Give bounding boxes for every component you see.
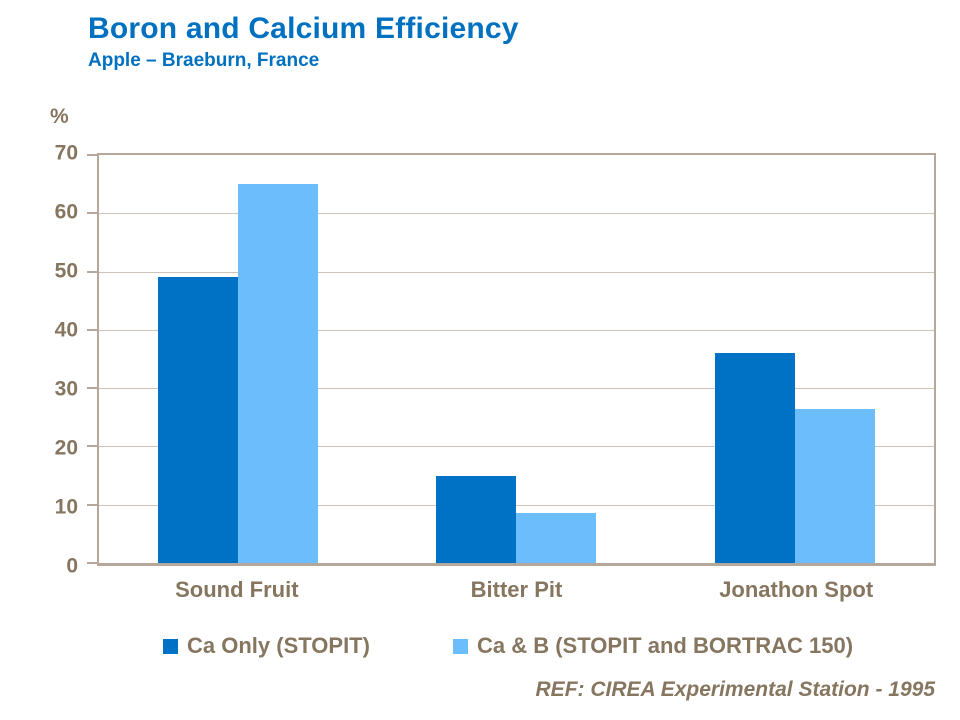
bar-ca-b-stopit-and-bortrac-150	[516, 513, 597, 563]
y-axis-tick-label: 10	[54, 495, 78, 519]
bar-ca-b-stopit-and-bortrac-150	[794, 408, 875, 563]
legend-label: Ca Only (STOPIT)	[187, 633, 370, 658]
gridline	[99, 213, 934, 215]
legend-item: Ca Only (STOPIT)	[163, 633, 370, 659]
legend-swatch-icon	[453, 638, 468, 654]
bar-ca-b-stopit-and-bortrac-150	[238, 184, 319, 563]
bar-ca-only-stopit	[714, 353, 795, 563]
y-axis-tick-label: 0	[66, 554, 78, 578]
plot-area	[87, 153, 936, 566]
chart-subtitle: Apple – Braeburn, France	[88, 50, 320, 71]
reference-note: REF: CIREA Experimental Station - 1995	[535, 678, 935, 701]
y-axis-tickmark	[87, 445, 99, 448]
bar-group-bitter-pit	[377, 155, 655, 563]
bar-group-sound-fruit	[99, 155, 377, 563]
y-axis-tick-label: 30	[54, 377, 78, 401]
y-axis-tick-label: 50	[54, 259, 78, 283]
legend-swatch-icon	[163, 638, 178, 654]
bar-group-jonathon-spot	[656, 155, 934, 563]
y-axis-tickmark	[87, 270, 99, 273]
y-axis-tickmark	[87, 503, 99, 506]
y-axis-tickmark	[87, 562, 99, 564]
gridline	[99, 504, 934, 506]
y-axis-tickmark	[87, 212, 99, 215]
y-axis-tick-label: 40	[54, 318, 78, 342]
bar-ca-only-stopit	[436, 475, 517, 563]
gridline	[99, 446, 934, 448]
y-axis-tickmark	[87, 387, 99, 390]
x-axis-category-label: Bitter Pit	[470, 577, 563, 602]
gridlines	[87, 154, 934, 564]
y-axis-tickmark	[87, 154, 99, 156]
x-axis: Sound Fruit Bitter Pit Jonathon Spot	[97, 577, 936, 603]
legend-item: Ca & B (STOPIT and BORTRAC 150)	[453, 633, 853, 659]
y-axis-tickmark	[87, 328, 99, 331]
bar-series-area	[99, 155, 934, 563]
chart-title: Boron and Calcium Efficiency	[88, 12, 519, 45]
bar-ca-only-stopit	[158, 277, 239, 563]
y-axis-tick-label: 60	[54, 200, 78, 224]
x-axis-category-label: Jonathon Spot	[719, 577, 874, 602]
gridline	[99, 271, 934, 273]
gridline	[99, 388, 934, 390]
x-axis-category-label: Sound Fruit	[175, 577, 299, 602]
y-axis-tick-label: 70	[54, 141, 78, 165]
gridline	[99, 329, 934, 331]
y-axis-unit-label: %	[50, 105, 69, 128]
legend-label: Ca & B (STOPIT and BORTRAC 150)	[477, 633, 854, 658]
y-axis-tick-label: 20	[54, 436, 78, 460]
y-axis: 0 10 20 30 40 50 60 70	[26, 143, 78, 577]
